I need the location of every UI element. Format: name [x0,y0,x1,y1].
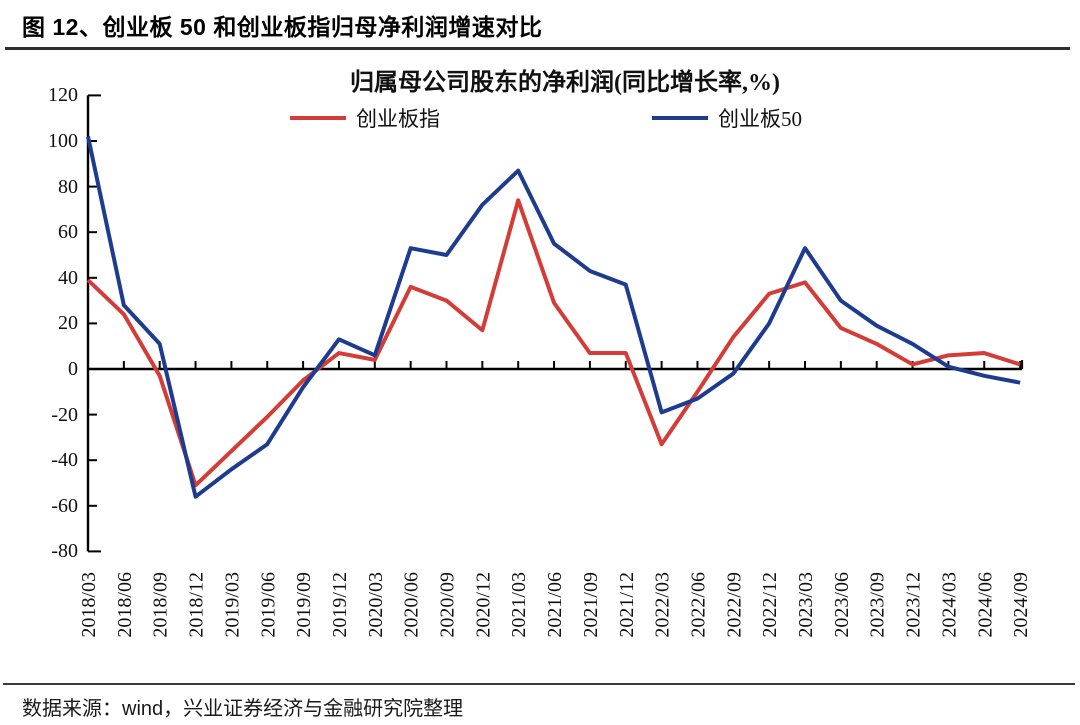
y-tick-label: 100 [48,130,78,152]
x-tick-label: 2024/06 [974,572,996,638]
x-tick-label: 2023/06 [831,572,853,638]
y-tick-label: 80 [58,175,78,198]
x-tick-label: 2021/06 [544,572,566,638]
chart-axes [86,94,1024,553]
y-tick-label: 20 [58,312,78,335]
x-tick-label: 2023/09 [867,572,889,638]
legend-item-chinext50: 创业板50 [652,106,802,131]
x-tick-label: 2021/12 [616,572,638,638]
x-tick-label: 2022/03 [652,572,674,638]
x-tick-label: 2018/06 [114,572,136,638]
chart-series-lines [86,136,1021,499]
x-tick-label: 2024/03 [938,572,960,638]
legend-swatch-blue-line [652,116,708,120]
x-tick-label: 2019/12 [329,572,351,638]
x-tick-label: 2018/03 [78,572,100,638]
y-tick-label: -40 [51,449,78,472]
x-tick-label: 2020/09 [437,572,459,638]
x-tick-label: 2020/06 [401,572,423,638]
y-tick-label: -60 [51,494,78,517]
x-tick-label: 2020/03 [365,572,387,638]
x-tick-label: 2021/03 [508,572,530,638]
series-line-创业板50 [86,136,1021,499]
x-tick-label: 2022/09 [723,572,745,638]
x-tick-label: 2019/06 [257,572,279,638]
x-tick-label: 2023/03 [795,572,817,638]
footer-divider [3,683,1075,685]
data-source-note: 数据来源：wind，兴业证券经济与金融研究院整理 [22,698,464,720]
x-tick-label: 2022/06 [687,572,709,638]
chart-title: 归属母公司股东的净利润(同比增长率,%) [350,70,780,96]
y-tick-label: -20 [51,403,78,426]
y-tick-label: 40 [58,266,78,289]
y-tick-label: 60 [58,221,78,244]
x-tick-label: 2019/03 [221,572,243,638]
figure-title: 图 12、创业板 50 和创业板指归母净利润增速对比 [22,14,543,40]
x-tick-label: 2024/09 [1010,572,1032,638]
x-axis-labels: 2018/03 2018/06 2018/09 2018/12 2019/03 2019/… [78,572,1032,638]
legend-item-chinext-index: 创业板指 [290,106,440,131]
legend-label: 创业板50 [718,107,802,131]
legend-swatch-red-line [290,116,346,120]
y-tick-label: 120 [48,84,78,107]
y-tick-label: 0 [68,358,78,380]
x-tick-label: 2023/12 [903,572,925,638]
y-tick-label: -80 [51,540,78,563]
x-tick-label: 2018/09 [150,572,172,638]
x-tick-label: 2019/09 [293,572,315,638]
title-underline [5,47,1070,50]
x-tick-label: 2022/12 [759,572,781,638]
legend-label: 创业板指 [356,107,440,131]
x-tick-label: 2018/12 [186,572,208,638]
series-line-创业板指 [86,198,1021,488]
x-tick-label: 2020/12 [472,572,494,638]
x-tick-label: 2021/09 [580,572,602,638]
